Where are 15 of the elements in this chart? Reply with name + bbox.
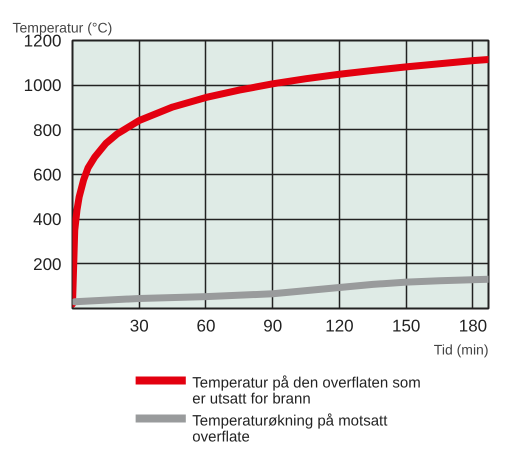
y-tick-label: 400 <box>33 210 62 230</box>
x-axis-title: Tid (min) <box>434 342 488 358</box>
x-tick-label: 180 <box>458 316 488 336</box>
x-tick-label: 90 <box>263 316 282 336</box>
y-axis-title: Temperatur (°C) <box>12 20 112 36</box>
x-tick-label: 150 <box>392 316 420 336</box>
legend-label: Temperaturøkning på motsatt overflate <box>192 412 388 446</box>
x-tick-label: 60 <box>196 316 216 336</box>
legend-label: Temperatur på den overflaten som er utsatt for brann <box>192 374 421 408</box>
y-tick-label: 600 <box>33 166 62 184</box>
y-tick-label: 200 <box>33 254 62 274</box>
x-tick-label: 120 <box>325 316 354 336</box>
y-tick-label: 1000 <box>24 76 62 96</box>
x-tick-label: 30 <box>130 316 149 336</box>
y-tick-label: 800 <box>33 120 62 140</box>
